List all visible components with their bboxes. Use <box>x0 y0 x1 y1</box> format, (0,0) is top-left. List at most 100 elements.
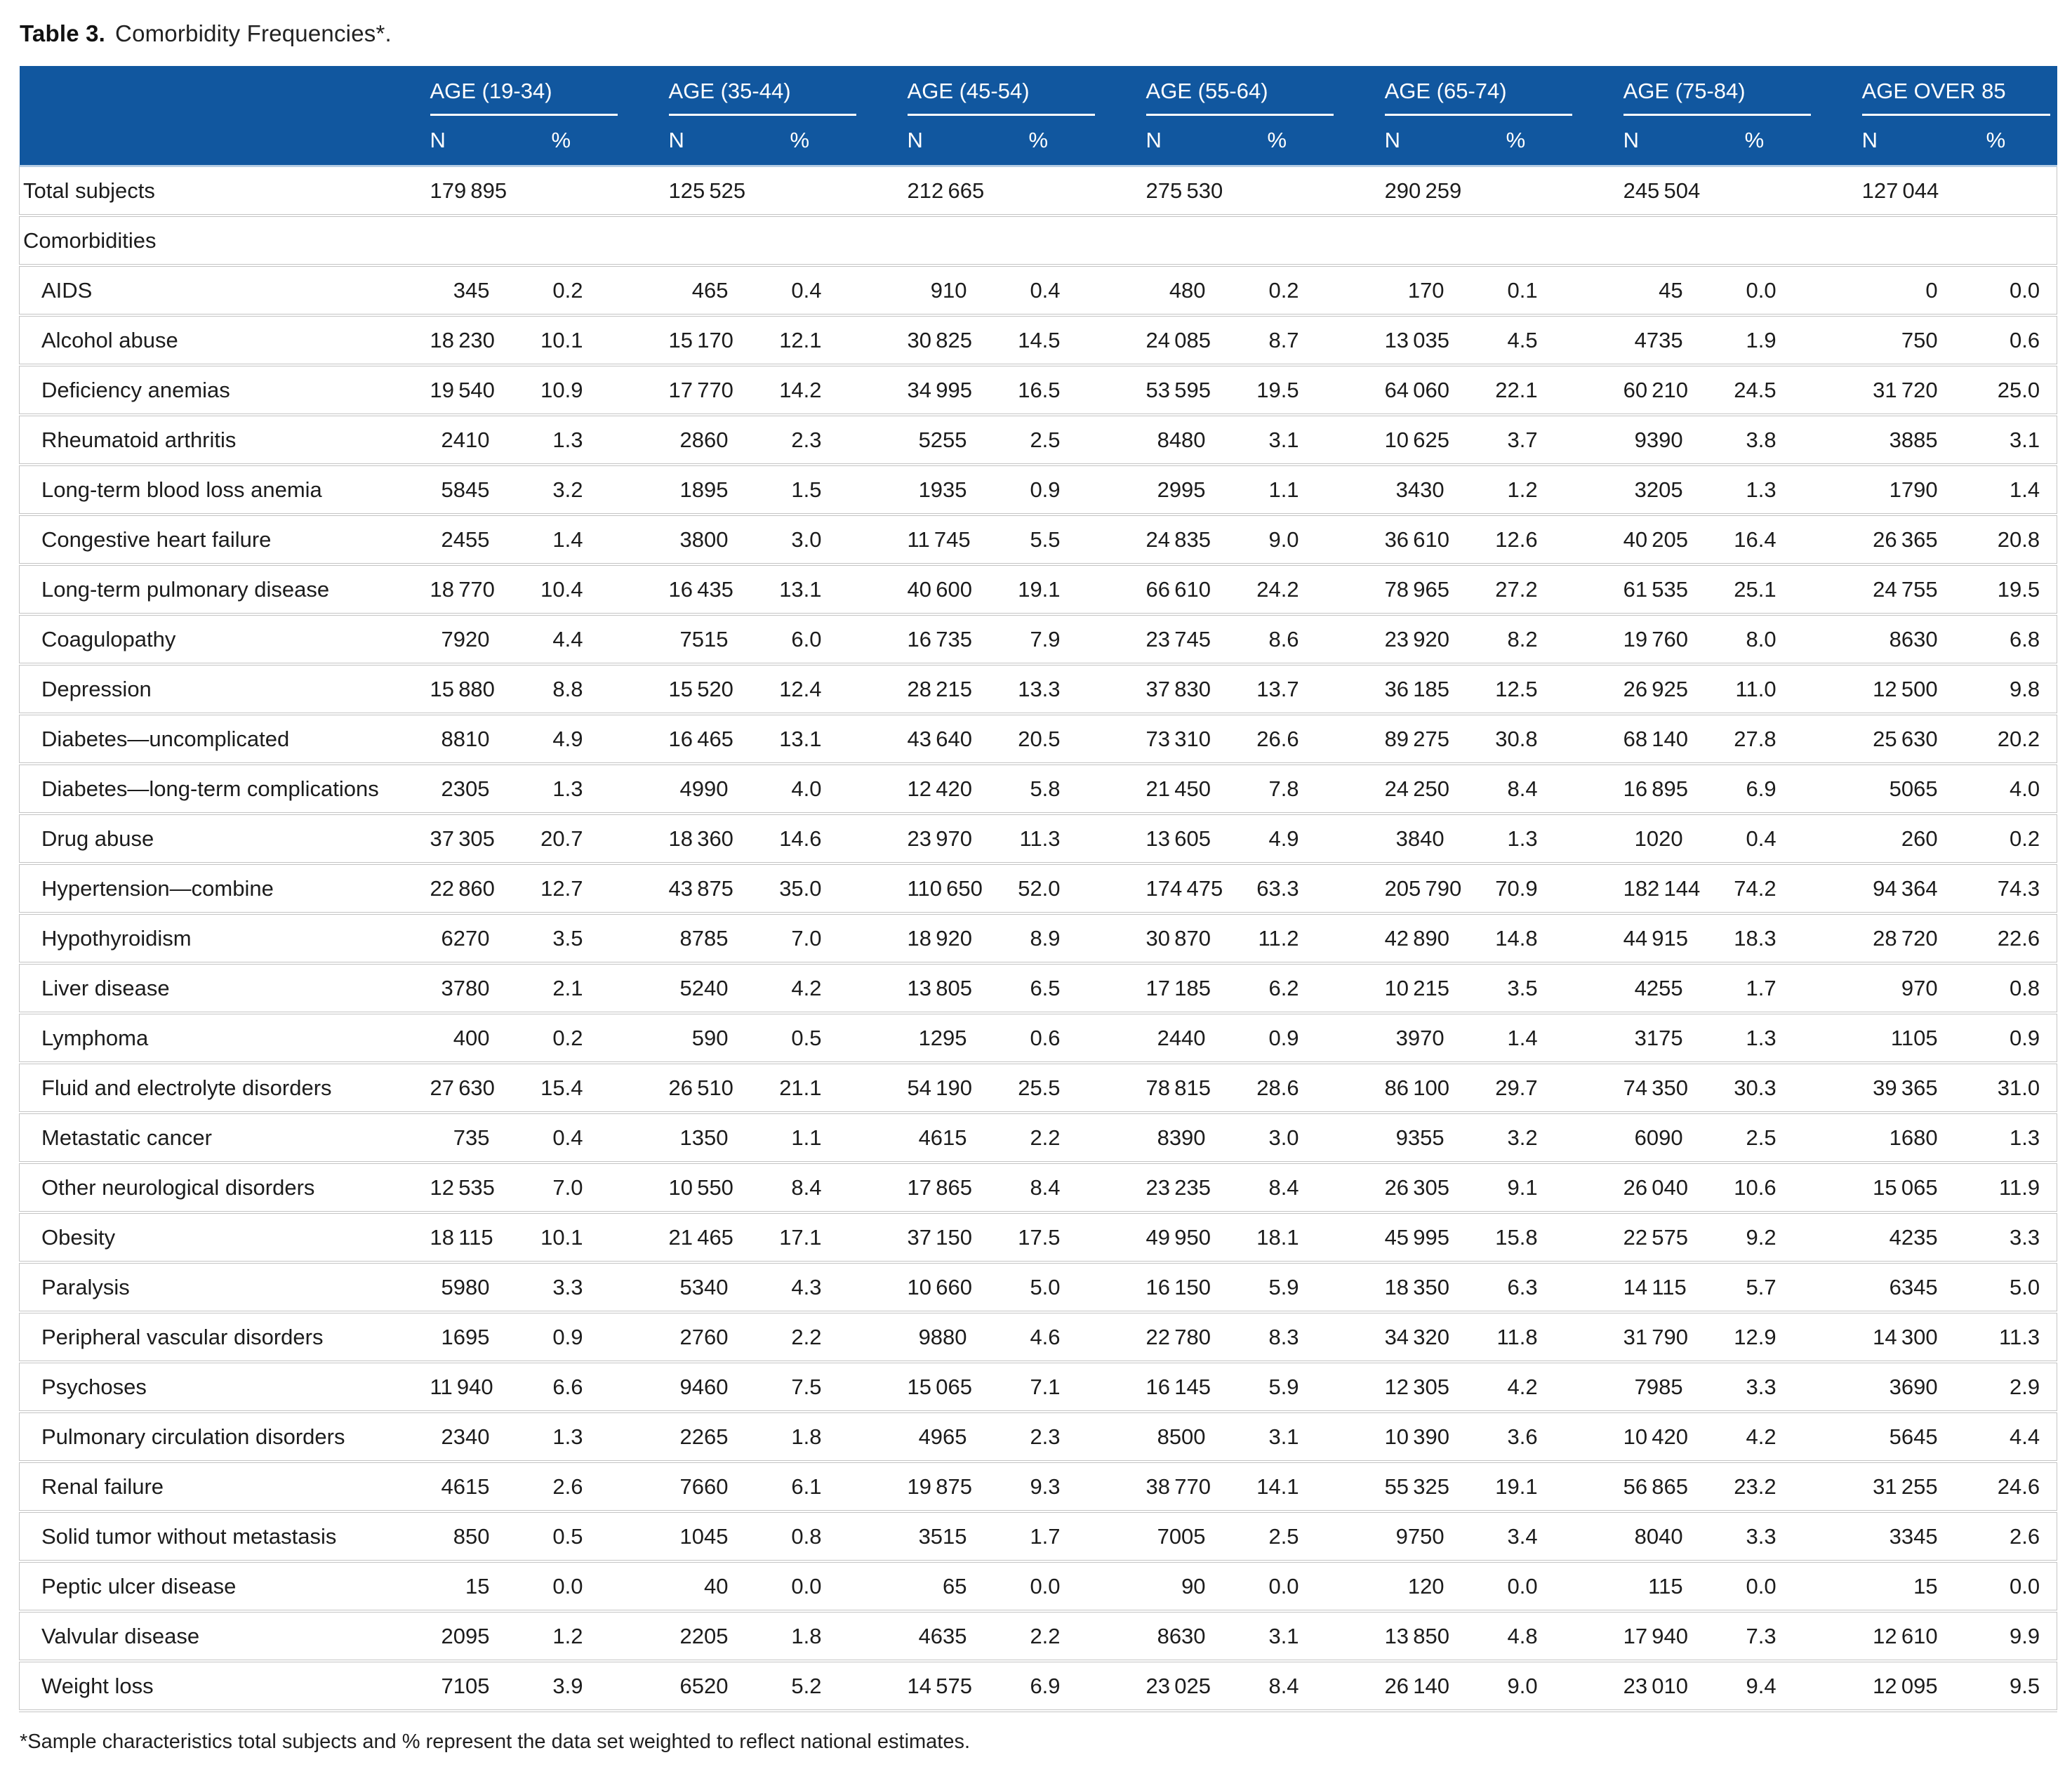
n-value-cell: 44 915 <box>1623 913 1704 965</box>
percent-value-cell: 0.9 <box>988 465 1146 516</box>
n-value-cell: 16 465 <box>668 714 750 765</box>
row-label: Fluid and electrolyte disorders <box>19 1063 430 1114</box>
row-label: Metastatic cancer <box>19 1113 430 1164</box>
n-value-cell: 8630 <box>1861 614 1967 666</box>
n-value-cell: 7660 <box>668 1462 750 1513</box>
n-value-cell: 10 420 <box>1623 1412 1704 1463</box>
age-group-header: AGE (75-84) <box>1623 66 1862 116</box>
percent-value-cell: 6.1 <box>749 1462 908 1513</box>
n-value-cell: 4615 <box>430 1462 511 1513</box>
percent-value-cell: 0.8 <box>1967 963 2058 1014</box>
n-value-cell: 14 115 <box>1623 1262 1704 1313</box>
table-row: Coagulopathy 7920 4.4 7515 6.0 16 735 7.9 23 74… <box>19 614 2058 666</box>
n-value-cell: 1350 <box>668 1113 750 1164</box>
table-row: Long-term pulmonary disease 18 770 10.4 16 … <box>19 564 2058 616</box>
n-value-cell: 26 040 <box>1623 1163 1704 1214</box>
n-value-cell: 34 320 <box>1384 1312 1466 1363</box>
percent-value-cell: 27.2 <box>1465 564 1623 616</box>
percent-value-cell: 25.1 <box>1704 564 1862 616</box>
n-value-cell: 4990 <box>668 764 750 815</box>
n-value-cell: 3780 <box>430 963 511 1014</box>
n-value-cell: 26 305 <box>1384 1163 1466 1214</box>
n-value-cell: 465 <box>668 265 750 317</box>
n-value-cell: 16 150 <box>1145 1262 1227 1313</box>
n-value-cell: 36 610 <box>1384 515 1466 566</box>
percent-value-cell: 4.2 <box>749 963 908 1014</box>
n-value-cell: 10 625 <box>1384 415 1466 466</box>
percent-value-cell: 16.4 <box>1704 515 1862 566</box>
n-value-cell: 42 890 <box>1384 913 1466 965</box>
n-value-cell: 5240 <box>668 963 750 1014</box>
n-value-cell: 26 510 <box>668 1063 750 1114</box>
percent-value-cell: 3.5 <box>510 913 669 965</box>
percent-column-header: % <box>1465 116 1623 167</box>
n-value-cell: 2440 <box>1145 1013 1227 1064</box>
n-value-cell: 22 575 <box>1623 1212 1704 1264</box>
percent-value-cell: 15.8 <box>1465 1212 1623 1264</box>
n-value-cell: 17 770 <box>668 365 750 416</box>
percent-value-cell: 13.1 <box>749 564 908 616</box>
percent-value-cell: 5.9 <box>1226 1362 1385 1413</box>
percent-value-cell: 12.1 <box>749 315 908 366</box>
percent-value-cell <box>1226 216 1385 267</box>
percent-value-cell: 24.5 <box>1704 365 1862 416</box>
table-row: Solid tumor without metastasis 850 0.5 1045… <box>19 1511 2058 1563</box>
percent-value-cell: 14.1 <box>1226 1462 1385 1513</box>
percent-value-cell: 25.5 <box>988 1063 1146 1114</box>
percent-value-cell: 4.0 <box>749 764 908 815</box>
row-label: Comorbidities <box>19 216 430 267</box>
n-value-cell: 16 735 <box>907 614 988 666</box>
percent-value-cell <box>749 216 908 267</box>
percent-value-cell: 8.7 <box>1226 315 1385 366</box>
percent-value-cell: 22.1 <box>1465 365 1623 416</box>
n-value-cell: 23 025 <box>1145 1661 1227 1712</box>
percent-value-cell: 29.7 <box>1465 1063 1623 1114</box>
n-value-cell: 4255 <box>1623 963 1704 1014</box>
n-value-cell: 40 600 <box>907 564 988 616</box>
percent-value-cell: 1.7 <box>1704 963 1862 1014</box>
percent-value-cell: 8.0 <box>1704 614 1862 666</box>
n-value-cell: 2095 <box>430 1611 511 1662</box>
percent-value-cell: 0.4 <box>749 265 908 317</box>
n-value-cell: 18 770 <box>430 564 511 616</box>
n-value-cell: 55 325 <box>1384 1462 1466 1513</box>
percent-value-cell: 15.4 <box>510 1063 669 1114</box>
n-value-cell: 17 940 <box>1623 1611 1704 1662</box>
n-value-cell: 3430 <box>1384 465 1466 516</box>
n-column-header: N <box>907 116 988 167</box>
percent-value-cell <box>1967 216 2058 267</box>
n-value-cell <box>1623 216 1704 267</box>
row-label: Hypothyroidism <box>19 913 430 965</box>
percent-value-cell: 6.9 <box>1704 764 1862 815</box>
percent-value-cell: 4.2 <box>1704 1412 1862 1463</box>
row-label: Obesity <box>19 1212 430 1264</box>
percent-value-cell: 8.3 <box>1226 1312 1385 1363</box>
n-value-cell: 5980 <box>430 1262 511 1313</box>
percent-value-cell: 4.8 <box>1465 1611 1623 1662</box>
percent-value-cell: 7.0 <box>749 913 908 965</box>
n-value-cell: 15 520 <box>668 664 750 715</box>
percent-value-cell: 1.3 <box>510 415 669 466</box>
n-value-cell: 9750 <box>1384 1511 1466 1563</box>
percent-value-cell: 2.3 <box>988 1412 1146 1463</box>
n-value-cell: 5340 <box>668 1262 750 1313</box>
n-value-cell: 120 <box>1384 1561 1466 1613</box>
percent-value-cell: 3.3 <box>510 1262 669 1313</box>
n-value-cell: 65 <box>907 1561 988 1613</box>
percent-value-cell: 3.3 <box>1967 1212 2058 1264</box>
table-row: Rheumatoid arthritis 2410 1.3 2860 2.3 5255 2.… <box>19 415 2058 466</box>
percent-value-cell: 3.1 <box>1226 415 1385 466</box>
n-column-header: N <box>1623 116 1704 167</box>
percent-value-cell: 2.1 <box>510 963 669 1014</box>
percent-value-cell: 6.0 <box>749 614 908 666</box>
percent-value-cell: 20.8 <box>1967 515 2058 566</box>
percent-value-cell: 0.2 <box>510 265 669 317</box>
row-label: Diabetes—long-term complications <box>19 764 430 815</box>
n-value-cell: 30 870 <box>1145 913 1227 965</box>
percent-value-cell: 70.9 <box>1465 863 1623 915</box>
percent-value-cell: 2.6 <box>1967 1511 2058 1563</box>
n-value-cell: 37 150 <box>907 1212 988 1264</box>
percent-value-cell <box>510 216 669 267</box>
n-value-cell: 4735 <box>1623 315 1704 366</box>
n-value-cell: 2305 <box>430 764 511 815</box>
